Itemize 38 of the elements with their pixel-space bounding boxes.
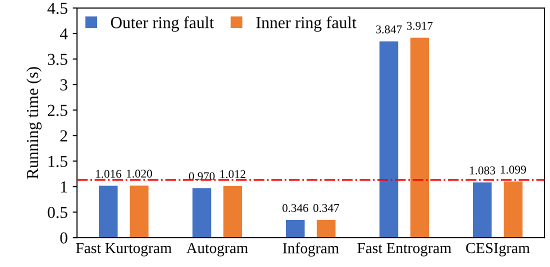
- bar: [410, 38, 430, 238]
- bar: [223, 186, 242, 238]
- x-tick-label: Fast Entrogram: [357, 243, 452, 256]
- data-label: 1.016: [96, 170, 122, 178]
- x-tick-label: CESIgram: [466, 242, 530, 256]
- bar: [472, 182, 492, 238]
- bar: [130, 186, 149, 238]
- y-tick-label: 0.5: [48, 206, 68, 218]
- data-label: 0.970: [188, 172, 215, 180]
- y-tick-label: 2.5: [48, 104, 68, 116]
- x-tick-label: Autogram: [186, 242, 248, 256]
- bar: [192, 188, 212, 238]
- x-tick-label: Infogram: [282, 242, 339, 257]
- data-label: 1.012: [220, 170, 246, 178]
- data-label: 1.083: [470, 166, 496, 174]
- data-label: 3.917: [406, 22, 433, 30]
- data-label: 3.847: [376, 25, 402, 34]
- x-tick-label: Fast Kurtogram: [76, 243, 172, 256]
- y-axis-title: Running time (s): [26, 67, 42, 179]
- y-tick-label: 2: [60, 130, 68, 142]
- legend-label: Outer ring fault: [111, 16, 214, 32]
- bar: [379, 41, 398, 238]
- bar: [316, 220, 336, 238]
- y-tick-label: 4: [60, 28, 68, 40]
- bar: [286, 220, 305, 238]
- y-tick-label: 1: [61, 181, 67, 192]
- data-label: 0.346: [282, 204, 308, 212]
- legend-label: Inner ring fault: [256, 16, 356, 32]
- y-tick-label: 0: [60, 232, 68, 244]
- data-label: 1.020: [126, 170, 152, 178]
- y-tick-label: 4.5: [47, 2, 68, 14]
- bar: [504, 182, 523, 238]
- bar: [98, 186, 118, 238]
- y-tick-label: 1.5: [48, 156, 68, 168]
- y-tick-label: 3.5: [48, 54, 68, 66]
- data-label: 1.099: [500, 166, 526, 174]
- y-tick-label: 3: [60, 79, 68, 90]
- data-label: 0.347: [313, 204, 340, 212]
